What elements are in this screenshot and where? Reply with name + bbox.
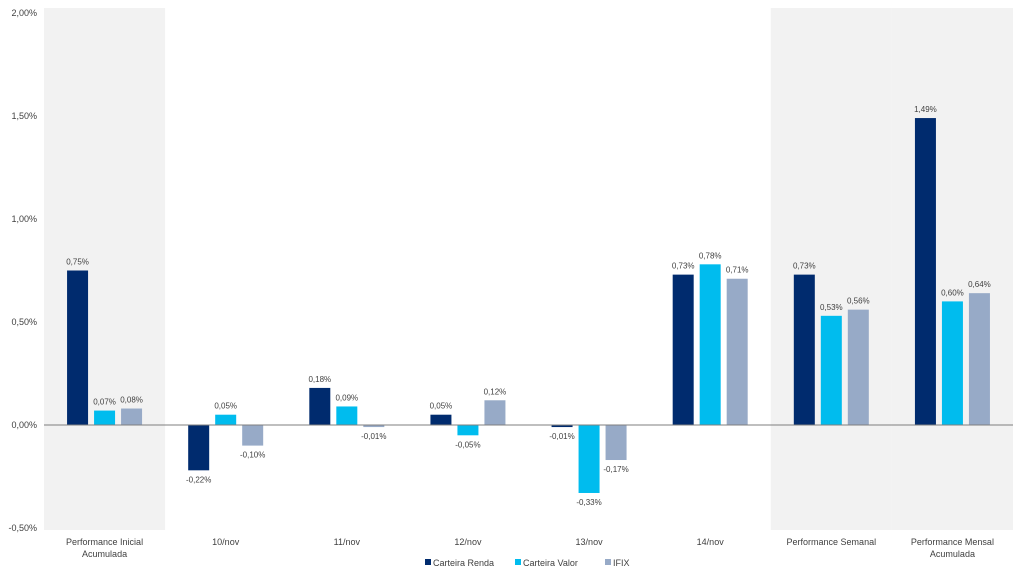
data-label: -0,33% [576, 498, 601, 507]
x-tick-label: 13/nov [576, 537, 604, 547]
bar-ifix [121, 408, 143, 425]
data-label: -0,01% [361, 432, 386, 441]
bar-carteira-renda [430, 414, 452, 425]
legend-swatch [515, 559, 521, 565]
data-label: 0,64% [968, 280, 991, 289]
x-tick-label: Performance Inicial [66, 537, 143, 547]
x-tick-label: 14/nov [697, 537, 725, 547]
data-label: -0,22% [186, 475, 211, 484]
bar-carteira-valor [941, 301, 963, 425]
y-tick-label: -0,50% [8, 523, 37, 533]
data-label: 0,08% [120, 396, 143, 405]
data-label: 0,07% [93, 398, 116, 407]
bar-carteira-renda [67, 270, 89, 425]
highlight-band [891, 8, 1013, 530]
data-label: 0,05% [430, 402, 453, 411]
bar-ifix [363, 425, 385, 428]
x-tick-label: Performance Semanal [787, 537, 877, 547]
data-label: -0,05% [455, 440, 480, 449]
legend-swatch [425, 559, 431, 565]
legend-label: Carteira Valor [523, 558, 578, 568]
data-label: 0,73% [793, 262, 816, 271]
x-tick-label: 11/nov [334, 537, 361, 547]
bar-ifix [726, 278, 748, 425]
y-tick-label: 0,00% [11, 420, 37, 430]
data-label: 0,53% [820, 303, 843, 312]
bar-carteira-valor [457, 425, 479, 436]
x-tick-label: Performance Mensal [911, 537, 994, 547]
y-tick-label: 2,00% [11, 8, 37, 18]
data-label: -0,01% [549, 432, 574, 441]
y-tick-label: 0,50% [11, 317, 37, 327]
data-label: 0,73% [672, 262, 695, 271]
legend-label: Carteira Renda [433, 558, 494, 568]
bar-carteira-valor [820, 315, 842, 425]
x-tick-label: Acumulada [930, 549, 975, 559]
bar-ifix [484, 400, 506, 425]
data-label: -0,17% [603, 465, 628, 474]
y-tick-label: 1,50% [11, 111, 37, 121]
data-label: 0,75% [66, 258, 89, 267]
bar-carteira-renda [188, 425, 210, 471]
bar-ifix [242, 425, 264, 446]
data-label: 0,05% [214, 402, 237, 411]
data-label: 0,12% [484, 387, 507, 396]
bar-carteira-renda [914, 118, 936, 425]
bar-carteira-renda [672, 274, 694, 425]
data-label: -0,10% [240, 451, 265, 460]
data-label: 0,78% [699, 251, 722, 260]
bar-carteira-valor [578, 425, 600, 493]
data-label: 1,49% [914, 105, 937, 114]
x-tick-label: Acumulada [82, 549, 127, 559]
y-tick-label: 1,00% [11, 214, 37, 224]
bar-ifix [968, 293, 990, 425]
x-tick-label: 12/nov [454, 537, 482, 547]
bar-carteira-renda [793, 274, 815, 425]
data-label: 0,60% [941, 288, 964, 297]
legend-label: IFIX [613, 558, 630, 568]
bar-carteira-valor [94, 410, 116, 425]
x-tick-label: 10/nov [212, 537, 240, 547]
bar-ifix [847, 309, 869, 425]
bar-carteira-renda [309, 387, 331, 425]
bar-carteira-valor [336, 406, 358, 425]
highlight-band [770, 8, 892, 530]
bar-carteira-valor [215, 414, 237, 425]
data-label: 0,18% [308, 375, 331, 384]
data-label: 0,56% [847, 297, 870, 306]
highlight-band [44, 8, 166, 530]
legend-swatch [605, 559, 611, 565]
data-label: 0,09% [335, 393, 358, 402]
bar-carteira-valor [699, 264, 721, 425]
data-label: 0,71% [726, 266, 749, 275]
bar-carteira-renda [551, 425, 573, 428]
bar-ifix [605, 425, 627, 461]
